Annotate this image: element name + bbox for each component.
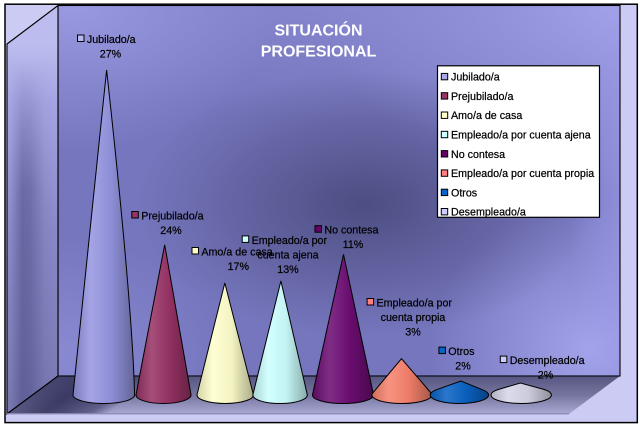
svg-text:Desempleado/a: Desempleado/a xyxy=(510,355,585,367)
svg-text:17%: 17% xyxy=(228,261,250,273)
svg-text:13%: 13% xyxy=(277,264,299,276)
svg-text:24%: 24% xyxy=(160,225,182,237)
svg-text:Empleado/a por cuenta propia: Empleado/a por cuenta propia xyxy=(451,168,594,180)
svg-text:No contesa: No contesa xyxy=(451,149,505,161)
svg-text:Empleado/a por: Empleado/a por xyxy=(377,297,453,309)
svg-text:Desempleado/a: Desempleado/a xyxy=(451,207,526,219)
svg-text:Jubilado/a: Jubilado/a xyxy=(451,72,500,84)
svg-text:2%: 2% xyxy=(538,370,554,382)
svg-text:11%: 11% xyxy=(343,239,364,251)
svg-text:Amo/a de casa: Amo/a de casa xyxy=(451,110,522,122)
svg-text:Jubilado/a: Jubilado/a xyxy=(87,34,136,46)
svg-text:cuenta ajena: cuenta ajena xyxy=(257,249,318,261)
svg-text:3%: 3% xyxy=(405,326,421,338)
svg-text:Prejubilado/a: Prejubilado/a xyxy=(451,91,513,103)
svg-text:27%: 27% xyxy=(100,48,122,60)
svg-text:Prejubilado/a: Prejubilado/a xyxy=(141,210,203,222)
svg-text:cuenta propia: cuenta propia xyxy=(381,312,446,324)
svg-text:SITUACIÓN: SITUACIÓN xyxy=(275,20,363,39)
svg-text:Empleado/a por cuenta ajena: Empleado/a por cuenta ajena xyxy=(451,130,591,142)
svg-text:Empleado/a por: Empleado/a por xyxy=(252,235,328,247)
svg-text:Amo/a de casa: Amo/a de casa xyxy=(201,246,272,258)
svg-text:Otros: Otros xyxy=(448,346,474,358)
svg-text:PROFESIONAL: PROFESIONAL xyxy=(261,43,377,60)
svg-text:Otros: Otros xyxy=(451,187,477,199)
svg-text:2%: 2% xyxy=(455,361,471,373)
svg-text:No contesa: No contesa xyxy=(324,225,378,237)
